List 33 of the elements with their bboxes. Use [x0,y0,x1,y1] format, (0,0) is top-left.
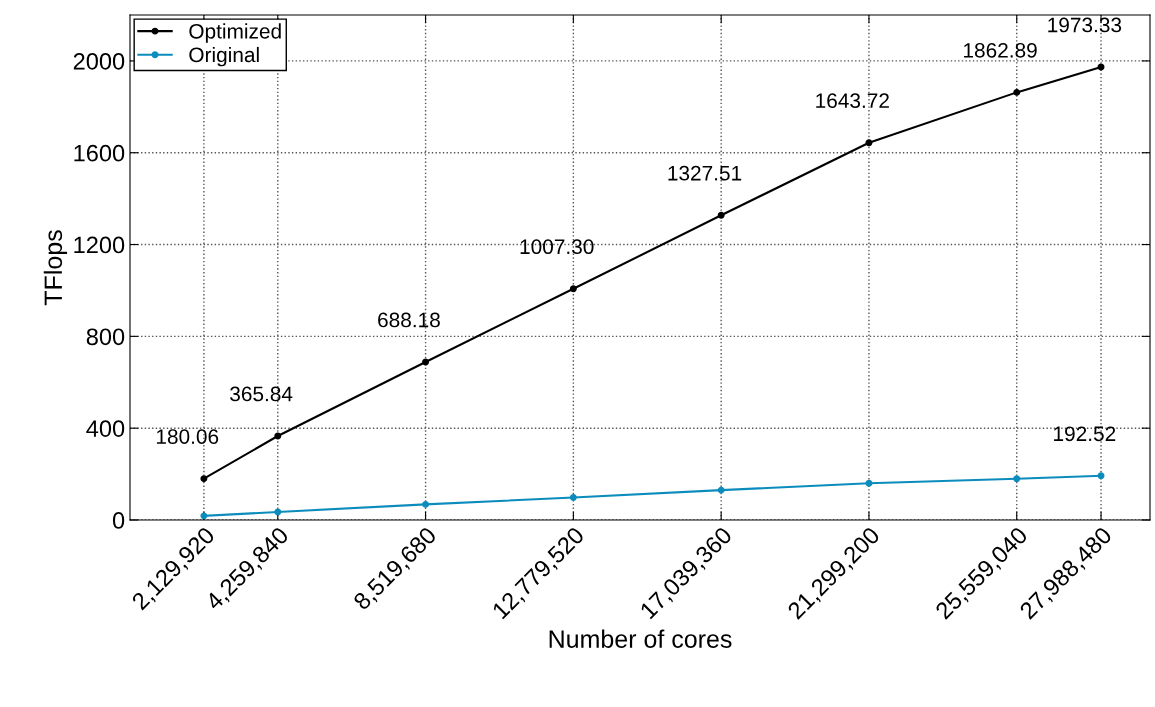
data-label: 1973.33 [1048,17,1122,33]
legend-label: Optimized [189,23,281,43]
point [865,139,873,147]
point [717,211,725,219]
point [1097,472,1105,480]
point [865,479,873,487]
y-tick-label: 800 [86,328,125,346]
data-label: 365.84 [230,386,293,402]
legend-label: Original [189,46,259,67]
y-tick-label: 400 [86,420,125,437]
x-axis-title: Number of cores [549,629,732,648]
data-label: 1007.30 [520,239,594,255]
y-tick-label: 1600 [74,144,125,162]
y-axis-title: TFlops [43,230,68,306]
data-label: 688.18 [378,312,440,328]
y-tick-label: 1200 [74,236,125,254]
point [569,285,577,293]
point [274,508,282,516]
data-label: 192.52 [1054,426,1116,442]
point [422,500,430,508]
data-label: 1327.51 [668,165,742,181]
point [569,494,577,501]
point [1013,475,1021,483]
point [200,475,208,483]
point [274,432,282,440]
data-label: 1643.72 [816,93,889,109]
point [1013,88,1021,96]
point [422,358,430,366]
data-label: 1862.89 [964,42,1037,58]
data-label: 180.06 [156,429,219,444]
y-tick-label: 2000 [73,52,125,70]
y-tick-label: 0 [112,512,125,529]
point [717,486,725,494]
